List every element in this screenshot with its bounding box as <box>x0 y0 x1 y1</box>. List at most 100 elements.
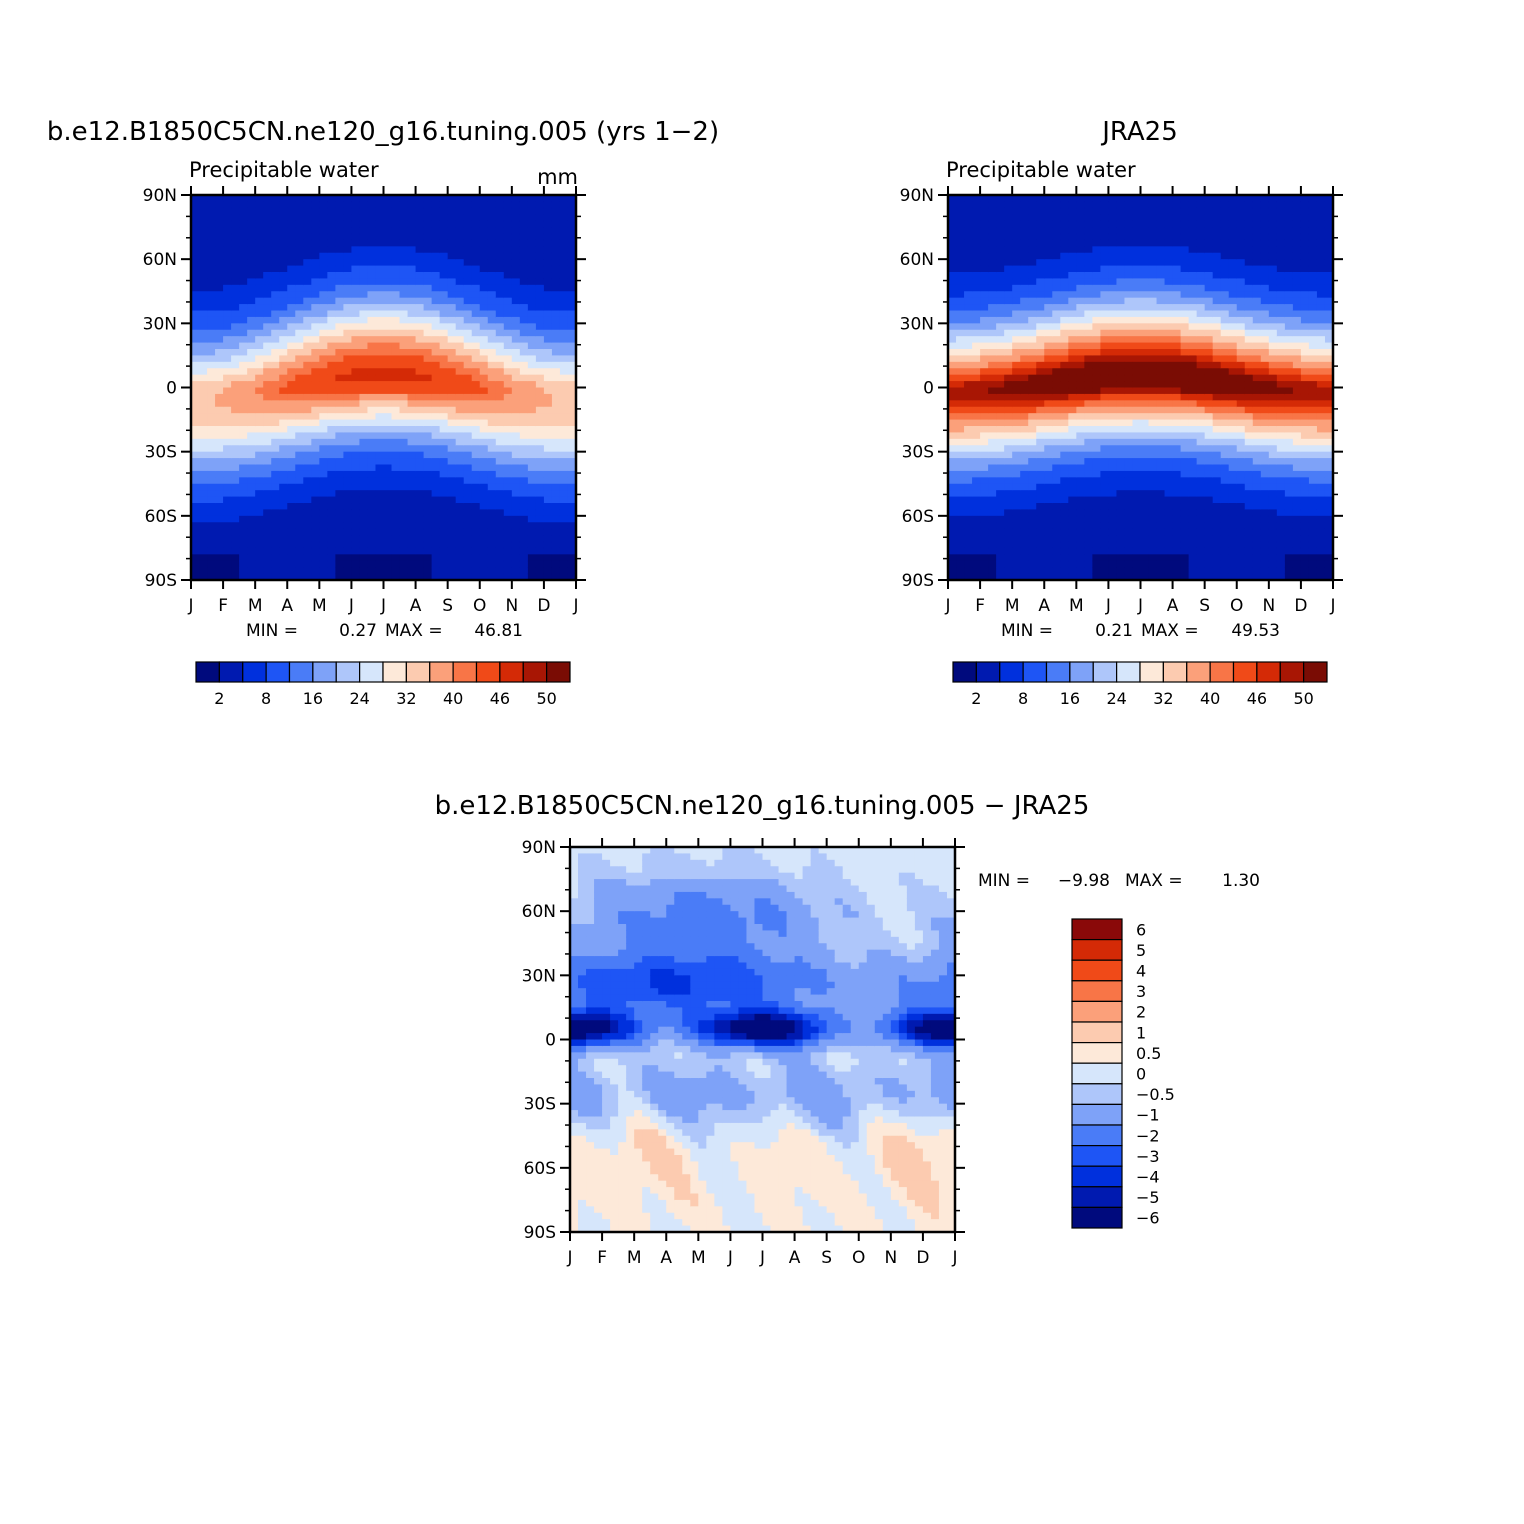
contour-cell <box>543 515 553 523</box>
contour-cell <box>303 554 312 562</box>
contour-cell <box>1052 361 1061 369</box>
contour-cell <box>471 284 481 292</box>
contour-cell <box>527 272 537 280</box>
contour-cell <box>279 259 288 267</box>
contour-cell <box>215 393 224 401</box>
contour-cell <box>567 316 576 324</box>
contour-cell <box>1132 207 1142 215</box>
contour-cell <box>1132 239 1142 247</box>
contour-cell <box>271 233 280 241</box>
contour-cell <box>996 361 1005 369</box>
contour-cell <box>1036 310 1045 318</box>
contour-cell <box>295 239 304 247</box>
contour-cell <box>255 406 264 414</box>
contour-cell <box>1204 573 1214 580</box>
contour-cell <box>1196 304 1206 312</box>
contour-cell <box>319 233 328 241</box>
contour-cell <box>279 246 288 254</box>
contour-cell <box>391 573 401 580</box>
contour-cell <box>1132 458 1142 466</box>
contour-cell <box>1212 220 1222 228</box>
contour-cell <box>964 374 973 382</box>
contour-cell <box>487 214 497 222</box>
contour-cell <box>287 195 296 203</box>
contour-cell <box>551 227 561 235</box>
contour-cell <box>1068 541 1077 549</box>
contour-cell <box>407 355 417 363</box>
contour-cell <box>311 470 320 478</box>
contour-cell <box>447 368 457 376</box>
contour-cell <box>247 419 256 427</box>
contour-cell <box>375 259 385 267</box>
contour-cell <box>1068 361 1077 369</box>
contour-cell <box>359 426 369 434</box>
contour-cell <box>359 201 369 209</box>
contour-cell <box>375 522 385 530</box>
contour-cell <box>1012 503 1021 511</box>
contour-cell <box>399 451 409 459</box>
contour-cell <box>407 400 417 408</box>
contour-cell <box>231 272 240 280</box>
contour-cell <box>479 458 489 466</box>
contour-cell <box>535 406 545 414</box>
contour-cell <box>1156 336 1166 344</box>
contour-cell <box>415 496 425 504</box>
contour-cell <box>295 284 304 292</box>
contour-cell <box>988 316 997 324</box>
contour-cell <box>207 573 216 580</box>
contour-cell <box>519 445 529 453</box>
contour-cell <box>1204 239 1214 247</box>
contour-cell <box>199 201 208 209</box>
contour-cell <box>479 515 489 523</box>
contour-cell <box>479 323 489 331</box>
contour-cell <box>415 535 425 543</box>
contour-cell <box>495 483 505 491</box>
contour-cell <box>972 278 981 286</box>
contour-cell <box>223 522 232 530</box>
contour-cell <box>1180 246 1190 254</box>
contour-cell <box>407 349 417 357</box>
contour-cell <box>327 252 336 260</box>
contour-cell <box>319 220 328 228</box>
contour-cell <box>303 413 312 421</box>
contour-cell <box>964 541 973 549</box>
contour-cell <box>319 406 328 414</box>
contour-cell <box>964 233 973 241</box>
contour-cell <box>1084 272 1093 280</box>
contour-cell <box>351 458 361 466</box>
contour-cell <box>295 547 304 555</box>
contour-cell <box>471 522 481 530</box>
contour-cell <box>407 214 417 222</box>
contour-cell <box>279 227 288 235</box>
panel-obs: JRA25 Precipitable water J F M A M J J A S O N D J90… <box>900 117 1343 708</box>
contour-cell <box>511 207 521 215</box>
contour-cell <box>1100 496 1110 504</box>
contour-cell <box>295 522 304 530</box>
contour-cell <box>399 567 409 575</box>
contour-cell <box>319 259 328 267</box>
contour-cell <box>359 316 369 324</box>
contour-cell <box>191 413 200 421</box>
contour-cell <box>383 304 393 312</box>
contour-cell <box>1044 227 1053 235</box>
contour-cell <box>1116 432 1126 440</box>
contour-cell <box>964 304 973 312</box>
contour-cell <box>359 291 369 299</box>
contour-cell <box>239 239 248 247</box>
contour-cell <box>535 291 545 299</box>
contour-cell <box>1068 278 1077 286</box>
contour-cell <box>407 368 417 376</box>
contour-cell <box>1132 515 1142 523</box>
contour-cell <box>319 503 328 511</box>
contour-cell <box>271 355 280 363</box>
contour-cell <box>527 528 537 536</box>
contour-cell <box>199 284 208 292</box>
contour-cell <box>503 509 513 517</box>
contour-cell <box>1172 272 1182 280</box>
contour-cell <box>495 310 505 318</box>
contour-cell <box>311 297 320 305</box>
contour-cell <box>247 413 256 421</box>
contour-cell <box>1012 304 1021 312</box>
contour-cell <box>263 438 272 446</box>
contour-cell <box>207 528 216 536</box>
